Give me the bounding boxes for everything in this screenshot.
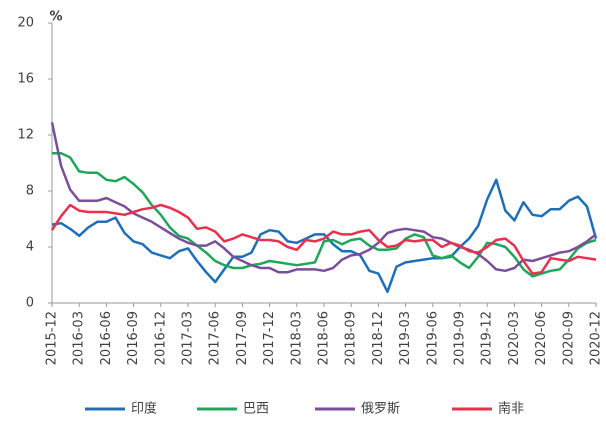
y-tick-label: 12 <box>17 128 34 143</box>
y-tick-label: 0 <box>26 296 34 311</box>
x-tick-label: 2019-03 <box>398 311 413 365</box>
series-line <box>50 122 597 274</box>
y-tick-label: 20 <box>17 16 34 31</box>
x-tick-label: 2016-12 <box>153 311 168 365</box>
y-tick-label: 8 <box>26 184 34 199</box>
x-tick-label: 2017-09 <box>235 311 250 365</box>
x-tick-label: 2015-12 <box>45 311 60 365</box>
x-tick-label: 2018-06 <box>317 311 332 365</box>
x-tick-label: 2016-06 <box>99 311 114 365</box>
x-tick-label: 2019-06 <box>425 311 440 365</box>
legend-label: 俄罗斯 <box>361 402 400 417</box>
x-tick-label: 2018-09 <box>344 311 359 365</box>
legend-label: 南非 <box>498 401 524 417</box>
legend-label: 印度 <box>131 401 157 417</box>
x-tick-label: 2020-03 <box>507 311 522 365</box>
unit-label: % <box>49 10 62 25</box>
x-tick-label: 2017-03 <box>181 311 196 365</box>
x-tick-label: 2020-09 <box>561 311 576 365</box>
series-line <box>52 151 597 278</box>
x-tick-label: 2020-06 <box>534 311 549 365</box>
x-tick-label: 2018-12 <box>371 311 386 365</box>
x-tick-label: 2019-12 <box>480 311 495 365</box>
legend-label: 巴西 <box>243 402 269 417</box>
x-tick-label: 2018-03 <box>289 311 304 365</box>
x-tick-label: 2017-06 <box>208 311 223 365</box>
x-tick-label: 2016-09 <box>126 311 141 365</box>
x-tick-label: 2016-03 <box>72 311 87 365</box>
x-tick-label: 2017-12 <box>262 311 277 365</box>
x-tick-label: 2019-09 <box>453 311 468 365</box>
x-tick-label: 2020-12 <box>589 311 604 365</box>
y-tick-label: 4 <box>26 240 34 255</box>
y-tick-label: 16 <box>17 72 34 87</box>
series-line <box>51 178 598 294</box>
series-line <box>50 203 597 275</box>
